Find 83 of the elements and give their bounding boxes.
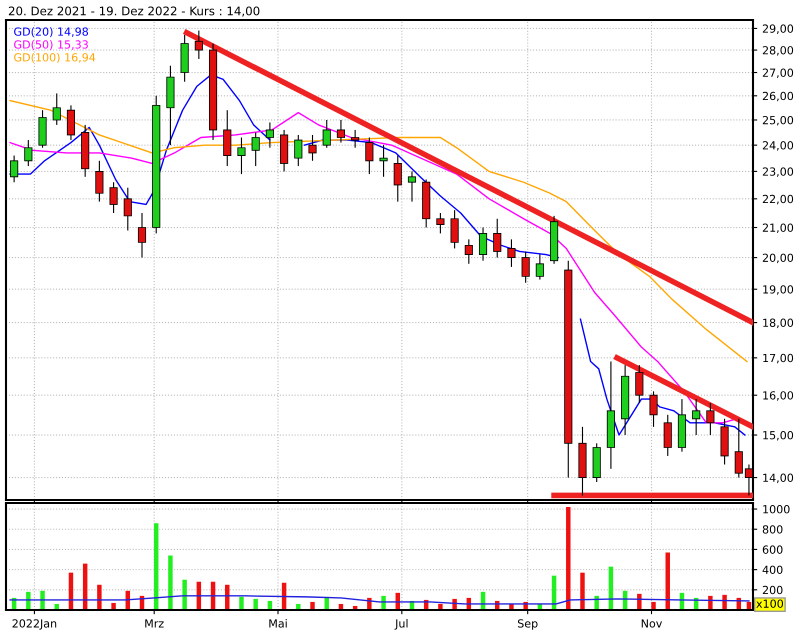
y-tick-label: 22,00	[762, 194, 794, 204]
candlestick	[24, 139, 32, 167]
bar	[168, 555, 173, 610]
line-series	[9, 100, 748, 362]
candlestick	[436, 212, 444, 234]
bar	[552, 576, 556, 610]
y-tick-label: 29,00	[762, 24, 794, 34]
candlestick	[379, 144, 388, 178]
x-tick-label: Mai	[269, 619, 287, 628]
y-tick-label: 25,00	[762, 116, 794, 126]
bar	[225, 584, 230, 610]
y-tick-label: 400	[762, 566, 782, 574]
candlestick	[351, 129, 360, 148]
text: GD(50) 15,33	[14, 40, 88, 50]
y-tick-label: 800	[762, 525, 782, 534]
candlestick	[478, 226, 488, 262]
y-tick-label: 23,00	[762, 167, 794, 177]
candlestick	[10, 154, 18, 183]
candlestick	[252, 132, 260, 167]
x-tick-label: Sep	[518, 619, 538, 630]
y-tick-label: 20,00	[762, 254, 794, 264]
y-tick-label: 28,00	[762, 46, 794, 56]
y-tick-label: 26,00	[762, 92, 794, 102]
candlestick	[522, 250, 530, 284]
candlestick	[336, 119, 346, 144]
x-tick-label: 2022Jan	[12, 619, 56, 630]
bar	[196, 582, 202, 610]
candlestick	[237, 136, 246, 175]
bar	[97, 584, 102, 610]
candlestick	[52, 92, 61, 126]
y-tick-label: 19,00	[763, 285, 794, 295]
candlestick	[408, 170, 416, 202]
candlestick	[110, 182, 118, 214]
bar	[253, 598, 258, 610]
candlestick	[692, 398, 700, 436]
y-tick-label: 14,00	[763, 474, 794, 484]
line-series	[9, 595, 750, 605]
text: GD(100) 16,94	[14, 52, 96, 63]
y-tick-label: 600	[762, 545, 782, 554]
x-tick-label: Nov	[642, 619, 662, 628]
y-tick-label: 16,00	[763, 391, 794, 401]
candlestick	[635, 364, 644, 404]
y-tick-label: 21,00	[762, 223, 794, 234]
candlestick	[322, 119, 331, 148]
bar	[608, 566, 614, 610]
candlestick	[734, 418, 743, 478]
candlestick	[95, 160, 104, 202]
candlestick	[194, 30, 203, 60]
candlestick	[649, 390, 658, 428]
bar	[68, 572, 74, 610]
chart-title: 20. Dez 2021 - 19. Dez 2022 - Kurs : 14,00	[8, 6, 260, 17]
bar	[210, 582, 216, 610]
bar	[566, 507, 571, 610]
candlestick	[464, 238, 473, 264]
bar	[239, 596, 244, 610]
candlestick	[394, 154, 402, 202]
x-tick-label: Mrz	[145, 619, 164, 628]
candlestick	[536, 254, 544, 280]
bar	[154, 523, 158, 610]
y-tick-label: 24,00	[762, 141, 794, 151]
text: GD(20) 14,98	[14, 27, 88, 38]
bar	[182, 580, 187, 610]
candlestick	[706, 402, 714, 436]
bar	[666, 552, 670, 610]
text: x100	[756, 599, 784, 608]
y-tick-label: 18,00	[763, 318, 794, 328]
candlestick	[124, 187, 132, 232]
bar	[82, 564, 88, 610]
candlestick	[308, 134, 317, 162]
candlestick	[266, 122, 274, 148]
candlestick	[138, 212, 146, 258]
candlestick	[450, 210, 459, 249]
y-tick-label: 15,00	[763, 430, 794, 441]
y-tick-label: 17,00	[763, 354, 794, 364]
candlestick	[365, 136, 374, 175]
y-tick-label: 200	[762, 586, 782, 594]
candlestick	[493, 218, 502, 258]
y-tick-label: 27,00	[762, 68, 794, 78]
bar	[282, 582, 286, 610]
x-tick-label: Jul	[394, 619, 408, 630]
candlestick	[294, 134, 302, 167]
candlestick	[507, 238, 516, 268]
y-tick-label: 1000	[763, 505, 790, 514]
